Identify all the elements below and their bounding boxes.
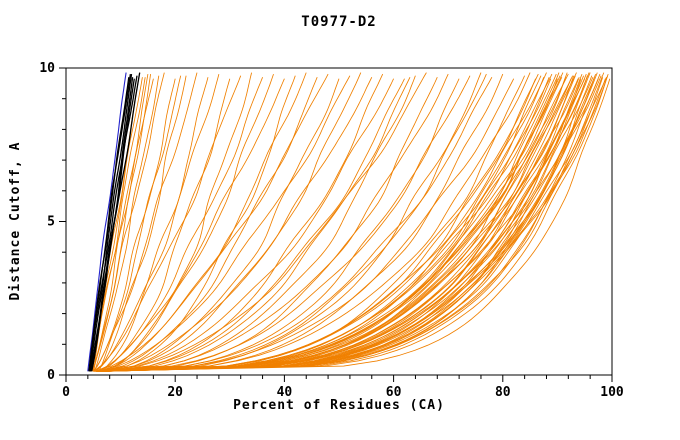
model-curve-black (89, 74, 133, 372)
x-tick-label: 60 (386, 385, 402, 400)
model-curve-orange (101, 78, 340, 372)
y-tick-label: 5 (47, 215, 55, 230)
model-curve-orange (95, 77, 263, 372)
model-curve-orange (93, 77, 143, 372)
x-tick-label: 0 (62, 385, 70, 400)
model-curve-orange (98, 77, 318, 372)
model-curve-orange (100, 72, 568, 372)
model-curve-orange (103, 77, 545, 372)
chart-title: T0977-D2 (301, 14, 377, 30)
model-curve-orange (100, 72, 531, 372)
model-curve-orange (94, 73, 220, 372)
model-curve-orange (104, 73, 587, 372)
model-curve-black (89, 74, 132, 372)
model-curve-orange (96, 77, 373, 372)
model-curve-orange (98, 73, 557, 372)
model-curve-orange (99, 75, 576, 372)
model-curve-orange (101, 78, 582, 372)
model-curve-orange (97, 77, 607, 372)
model-curve-orange (99, 73, 601, 372)
model-curve-orange (95, 75, 187, 372)
model-curve-orange (100, 72, 598, 372)
model-curve-black (88, 75, 138, 372)
model-curve-orange (96, 77, 580, 372)
model-curve-orange (95, 75, 609, 372)
model-curve-orange (91, 74, 152, 372)
model-curve-orange (101, 78, 460, 372)
model-curve-orange (98, 75, 182, 372)
model-curve-orange (96, 72, 560, 372)
x-tick-label: 20 (167, 385, 183, 400)
model-curve-orange (101, 77, 594, 372)
model-curve-orange (105, 72, 605, 372)
x-tick-label: 40 (277, 385, 293, 400)
model-curve-orange (105, 77, 563, 372)
model-curve-orange (96, 78, 515, 372)
model-curve-orange (97, 75, 471, 372)
model-curve-orange (94, 75, 160, 372)
model-curve-orange (104, 77, 595, 372)
model-curve-orange (105, 72, 577, 372)
model-curve-orange (104, 75, 525, 372)
model-curve-orange (98, 77, 209, 372)
model-curve-orange (98, 73, 449, 372)
model-curve-orange (97, 78, 231, 372)
model-curve-orange (92, 72, 165, 372)
x-axis-label: Percent of Residues (CA) (233, 398, 445, 413)
model-curve-orange (101, 75, 542, 372)
model-curve-orange (98, 78, 572, 372)
model-curve-orange (94, 73, 329, 372)
model-curve-orange (99, 73, 553, 372)
model-curve-orange (101, 78, 606, 372)
model-curve-orange (92, 72, 198, 372)
model-curve-orange (105, 72, 482, 372)
model-curve-orange (103, 78, 558, 372)
x-tick-label: 80 (495, 385, 511, 400)
model-curve-orange (92, 74, 149, 372)
model-curve-orange (92, 78, 176, 372)
model-curve-orange (98, 75, 593, 372)
model-curve-orange (95, 72, 427, 372)
model-curve-orange (93, 75, 242, 372)
model-curve-orange (96, 78, 285, 372)
y-tick-label: 10 (39, 61, 55, 76)
model-curve-orange (98, 78, 536, 372)
model-curve-orange (93, 78, 611, 372)
model-curve-orange (99, 72, 253, 372)
model-curve-orange (99, 72, 362, 372)
model-curve-orange (99, 76, 493, 372)
model-curve-orange (98, 78, 405, 372)
model-curve-orange (98, 73, 274, 372)
model-curve-orange (103, 73, 504, 372)
model-curve-orange (104, 73, 569, 372)
model-curve-black (91, 77, 134, 372)
model-curve-orange (102, 77, 604, 372)
model-curve-orange (99, 73, 539, 372)
x-tick-label: 100 (600, 385, 624, 400)
model-curve-orange (100, 77, 567, 372)
model-curve-orange (95, 75, 351, 372)
model-curve-orange (101, 72, 590, 372)
model-curve-orange (103, 73, 384, 372)
model-curve-orange (98, 73, 487, 372)
model-curve-orange (97, 78, 394, 372)
model-curve-orange (104, 77, 438, 372)
model-curve-orange (101, 77, 411, 372)
model-curve-orange (101, 75, 416, 372)
model-curve-blue (87, 72, 127, 372)
y-tick-label: 0 (47, 368, 55, 383)
